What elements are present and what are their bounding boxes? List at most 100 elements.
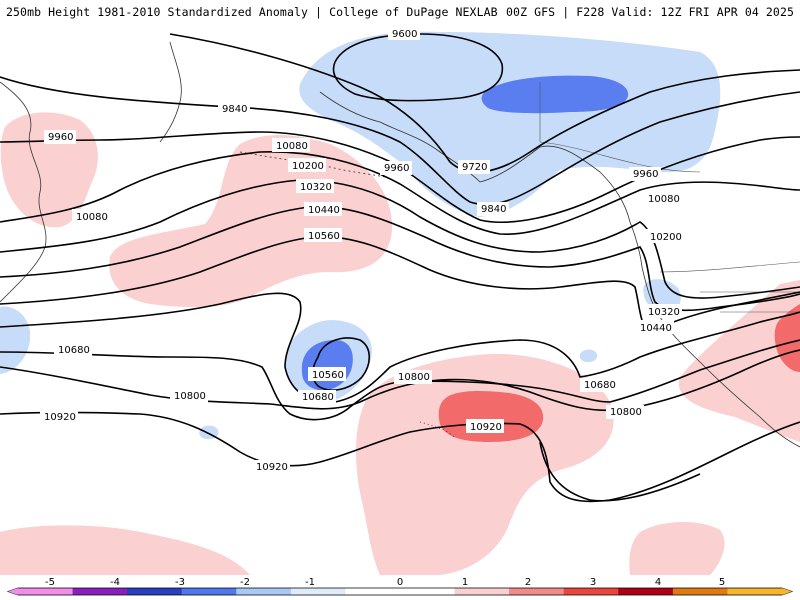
contour-label-9960-mid: 9960 xyxy=(384,163,409,174)
colorbar-tick-label: 3 xyxy=(590,577,596,588)
label-bg xyxy=(170,389,208,403)
colorbar-swatch xyxy=(236,588,292,595)
label-bg xyxy=(272,138,310,152)
label-bg xyxy=(646,229,684,243)
label-bg xyxy=(629,167,661,181)
anomaly-region-south-east xyxy=(629,521,725,575)
colorbar-swatch xyxy=(618,588,674,595)
map-canvas: 9600 9720 9840 9840 9960 9960 9960 10080… xyxy=(0,22,800,575)
contour-10680 xyxy=(0,339,800,421)
label-bg xyxy=(72,209,110,223)
anomaly-region-alaska xyxy=(299,31,721,217)
label-bg xyxy=(458,160,490,174)
colorbar-tick-label: -5 xyxy=(45,577,55,588)
colorbar-tick-label: 4 xyxy=(655,577,661,588)
contour-label-9960-west: 9960 xyxy=(48,132,73,143)
colorbar-canvas: -5 -4 -3 -2 -1 0 1 2 3 4 5 xyxy=(6,577,794,596)
label-bg xyxy=(308,367,346,381)
label-bg xyxy=(54,342,92,356)
anomaly-region-mexico xyxy=(678,280,800,442)
contour-label-10080-west: 10080 xyxy=(76,212,108,223)
contour-label-9600: 9600 xyxy=(392,29,417,40)
negative-anomaly-shading xyxy=(0,31,721,440)
anomaly-region-small-2 xyxy=(579,349,598,363)
contour-label-10920-hawaii: 10920 xyxy=(470,422,502,433)
contour-label-10080-east: 10080 xyxy=(648,194,680,205)
colorbar-tick-label: -3 xyxy=(175,577,185,588)
contour-10080 xyxy=(0,150,800,236)
map-header: 250mb Height 1981-2010 Standardized Anom… xyxy=(0,0,800,22)
colorbar-tick-label: 1 xyxy=(462,577,468,588)
label-bg xyxy=(296,179,334,193)
colorbar-swatch xyxy=(345,588,401,595)
contour-9960 xyxy=(0,131,800,223)
coastlines xyxy=(0,41,800,448)
coastline-aleutians xyxy=(239,151,386,178)
coastline-alaska xyxy=(319,91,631,223)
contour-label-9720: 9720 xyxy=(462,162,487,173)
colorbar-swatch xyxy=(454,588,510,595)
contour-10560-band xyxy=(0,292,800,403)
label-bg xyxy=(380,161,412,175)
contour-9840 xyxy=(0,76,800,206)
colorbar-tick-label: -4 xyxy=(110,577,120,588)
contour-10200 xyxy=(0,179,800,299)
height-contours xyxy=(0,33,800,503)
contour-label-10680-low: 10680 xyxy=(302,392,334,403)
contour-label-10800-west: 10800 xyxy=(174,391,206,402)
anomaly-region-central-pacific xyxy=(356,353,614,575)
label-bg xyxy=(252,460,290,474)
label-bg xyxy=(40,410,78,424)
coastline-west-north-america xyxy=(629,221,800,448)
contour-label-10440-mid: 10440 xyxy=(308,205,340,216)
contour-label-10680-east: 10680 xyxy=(584,380,616,391)
contour-label-10800-east: 10800 xyxy=(610,407,642,418)
label-bg xyxy=(644,304,682,318)
label-bg xyxy=(580,378,618,392)
map-panel[interactable]: 9600 9720 9840 9840 9960 9960 9960 10080… xyxy=(0,22,800,575)
anomaly-colorbar: -5 -4 -3 -2 -1 0 1 2 3 4 5 xyxy=(0,575,800,600)
contour-label-10440-east: 10440 xyxy=(640,323,672,334)
colorbar-swatch xyxy=(400,588,456,595)
contour-label-10200-east: 10200 xyxy=(650,232,682,243)
contour-label-9840-east: 9840 xyxy=(481,204,506,215)
colorbar-swatch xyxy=(18,588,74,595)
colorbar-tick-label: -1 xyxy=(305,577,315,588)
label-bg xyxy=(218,101,250,115)
contour-labels: 9600 9720 9840 9840 9960 9960 9960 10080… xyxy=(40,26,684,474)
contour-10920 xyxy=(0,411,800,503)
coastline-asia xyxy=(0,81,47,303)
colorbar-tick-labels: -5 -4 -3 -2 -1 0 1 2 3 4 5 xyxy=(45,577,725,588)
label-bg xyxy=(466,419,504,433)
label-bg xyxy=(388,26,420,40)
label-bg xyxy=(288,158,326,172)
contour-label-10920-west: 10920 xyxy=(44,412,76,423)
contour-label-10560-low: 10560 xyxy=(312,370,344,381)
colorbar-swatches xyxy=(6,587,794,596)
colorbar-swatch xyxy=(127,588,183,595)
contour-label-9960-east: 9960 xyxy=(633,169,658,180)
colorbar-swatch xyxy=(727,588,783,595)
contour-label-10560-mid: 10560 xyxy=(308,231,340,242)
colorbar-left-arrow xyxy=(8,588,18,595)
label-bg xyxy=(636,320,674,334)
label-bg xyxy=(477,202,509,216)
contour-label-10320-mid: 10320 xyxy=(300,182,332,193)
label-bg xyxy=(298,390,336,404)
colorbar-tick-label: 5 xyxy=(719,577,725,588)
model-run-valid-time: 00Z GFS | F228 Valid: 12Z FRI APR 04 202… xyxy=(506,5,794,19)
anomaly-region-dateline-west xyxy=(0,306,31,374)
colorbar-swatch xyxy=(181,588,237,595)
colorbar-swatch xyxy=(509,588,565,595)
colorbar-tick-label: -2 xyxy=(240,577,250,588)
label-bg xyxy=(644,191,682,205)
colorbar-swatch xyxy=(672,588,728,595)
label-bg xyxy=(394,370,432,384)
contour-label-10800-mid: 10800 xyxy=(398,372,430,383)
product-title: 250mb Height 1981-2010 Standardized Anom… xyxy=(6,5,498,19)
anomaly-core-alaska xyxy=(481,75,629,114)
contour-10800 xyxy=(0,349,800,412)
country-borders xyxy=(539,82,800,313)
label-bg xyxy=(304,228,342,242)
colorbar-swatch xyxy=(563,588,619,595)
